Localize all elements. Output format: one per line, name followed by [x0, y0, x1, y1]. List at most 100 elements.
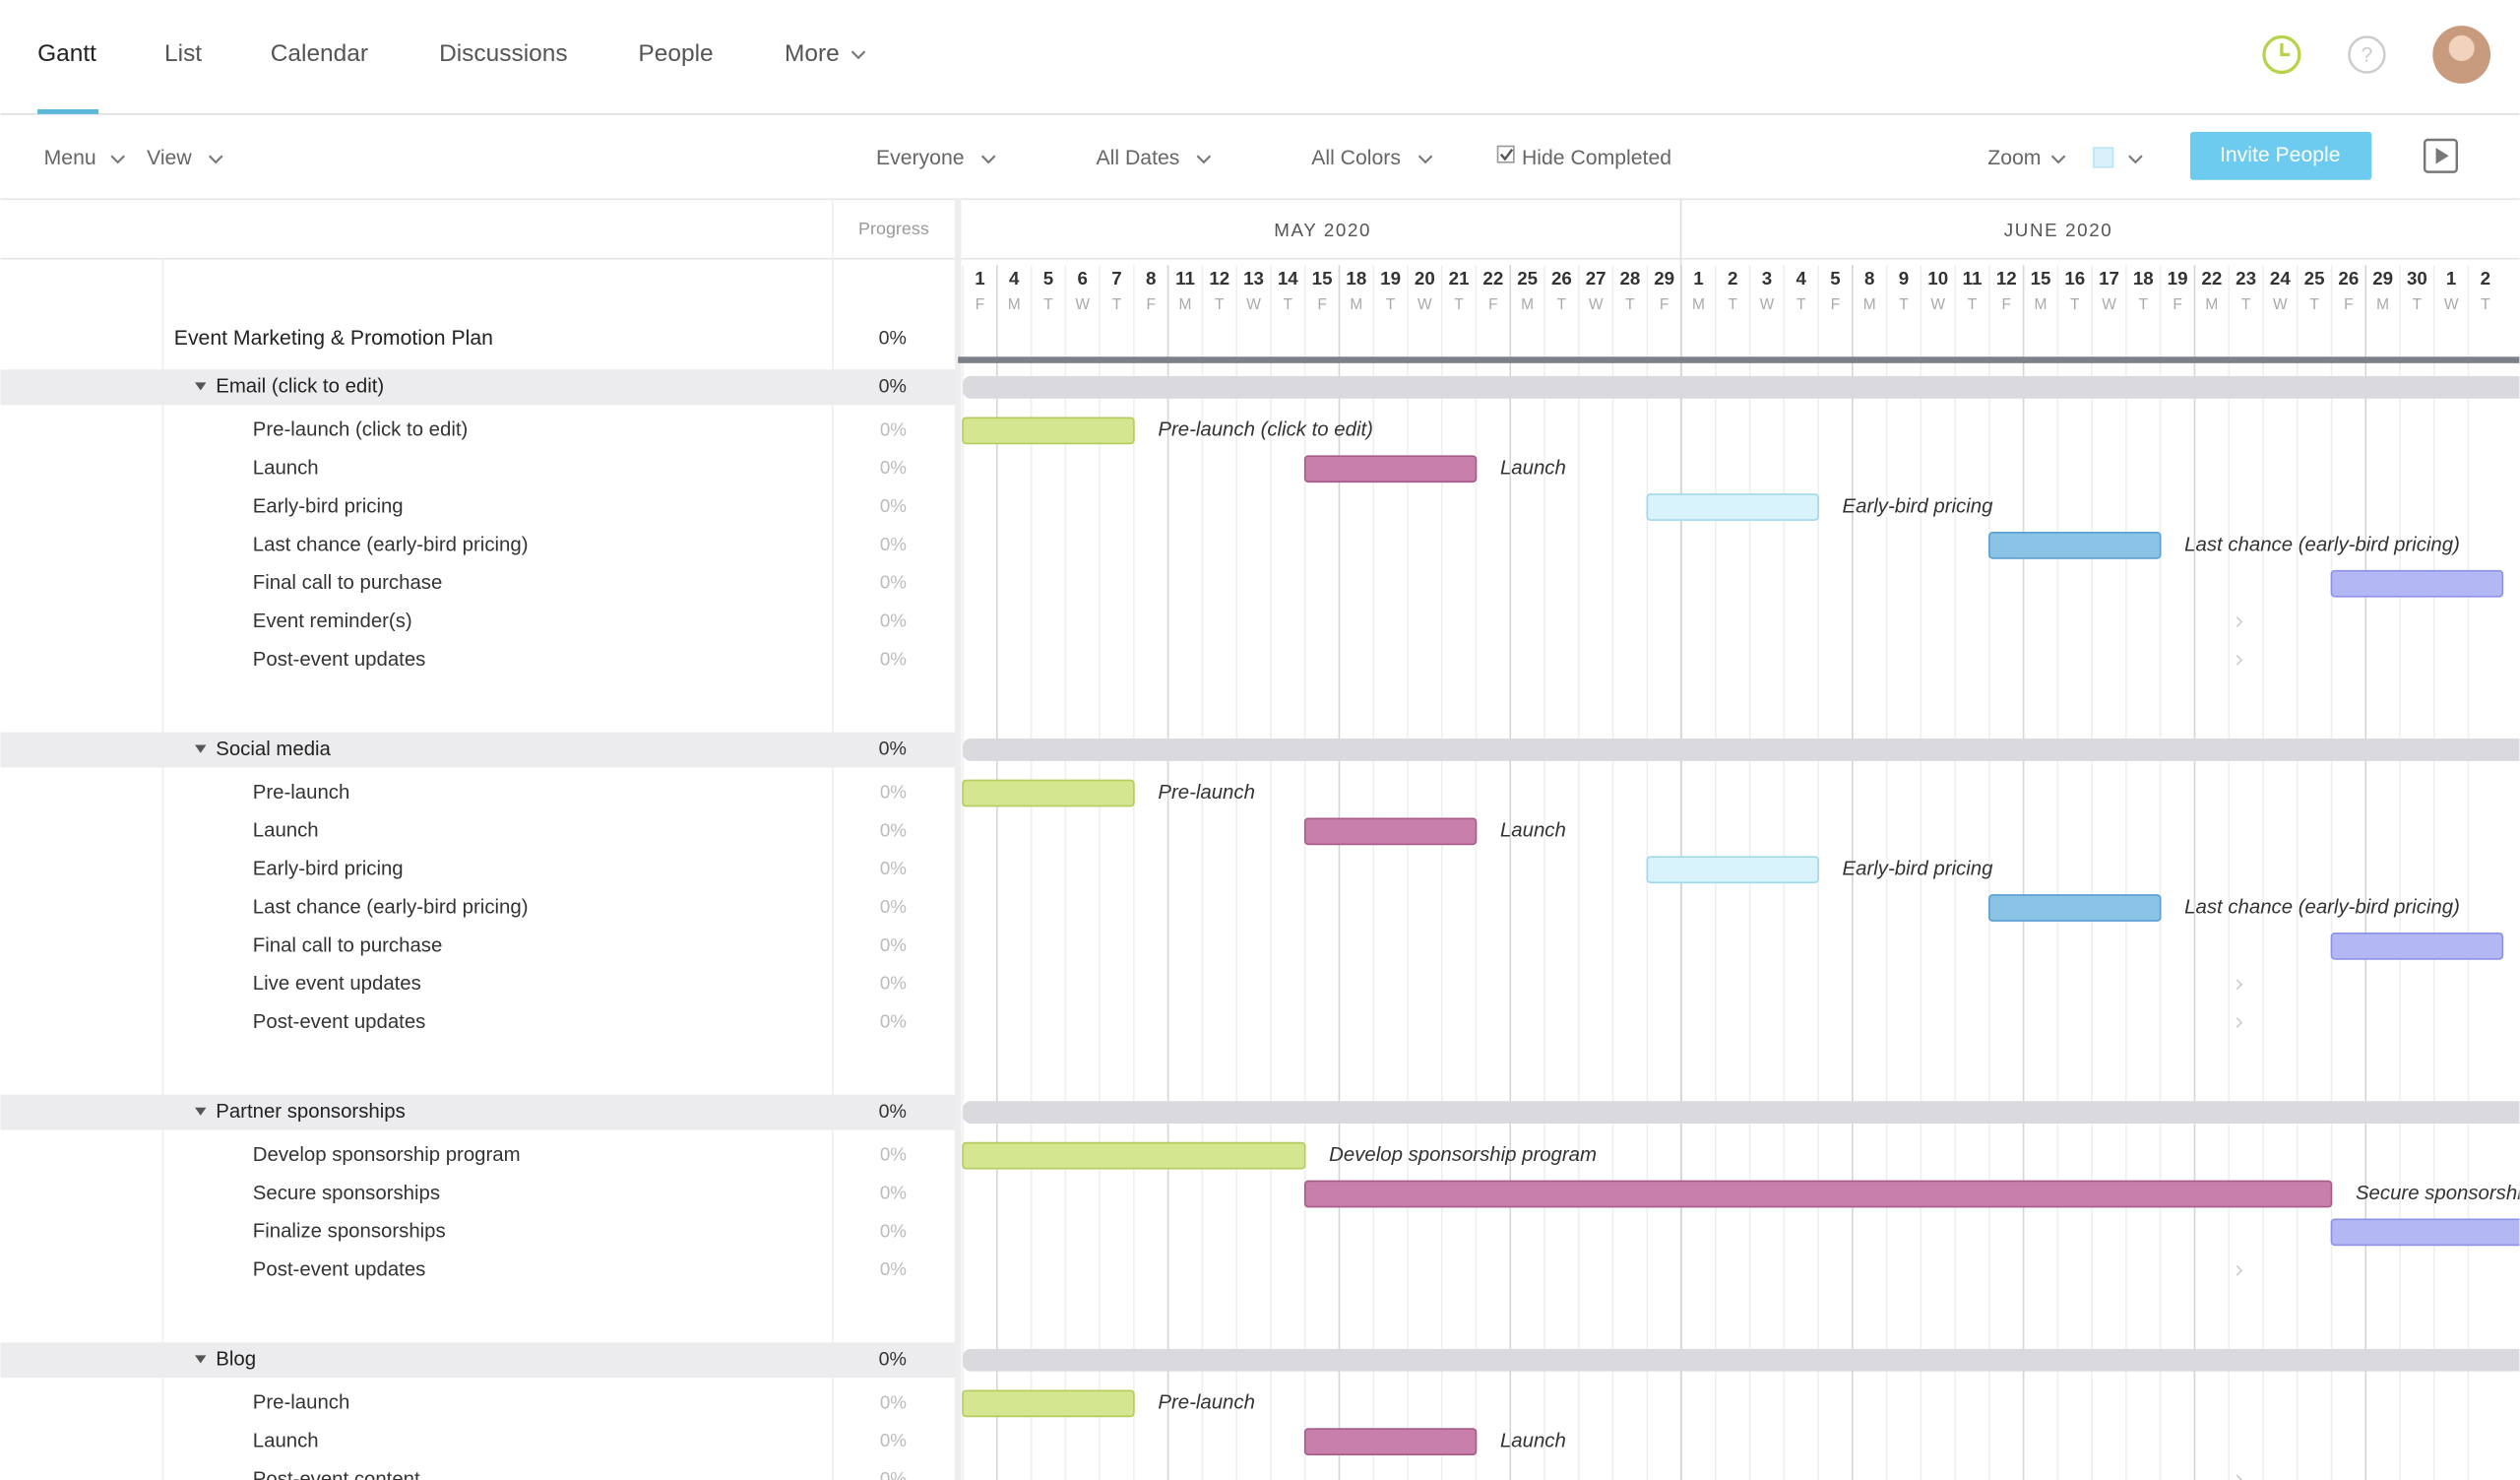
task-name[interactable]: Launch [253, 458, 319, 480]
group-bar [963, 1348, 2520, 1372]
task-name[interactable]: Pre-launch (click to edit) [253, 419, 469, 441]
task-bar-label: Last chance (early-bird pricing) [2184, 534, 2460, 555]
task-name[interactable]: Last chance (early-bird pricing) [253, 534, 529, 555]
toolbar-item[interactable]: Hide Completed [1522, 147, 1671, 169]
project-name[interactable]: Event Marketing & Promotion Plan [174, 327, 493, 350]
nav-tab[interactable]: Gantt [37, 40, 96, 67]
nav-tab[interactable]: More [785, 40, 840, 67]
task-bar-label: Last chance (early-bird pricing) [2184, 896, 2460, 918]
toolbar-item[interactable]: All Dates [1097, 147, 1180, 169]
day-number: 18 [1346, 268, 1366, 289]
toolbar-item[interactable]: View [147, 147, 192, 169]
weekday: W [2444, 296, 2459, 313]
group-progress: 0% [879, 375, 907, 397]
task-name[interactable]: Early-bird pricing [253, 495, 404, 517]
task-bar-label: Pre-launch [1158, 1392, 1255, 1414]
task-name[interactable]: Finalize sponsorships [253, 1221, 446, 1243]
collapse-toggle[interactable] [195, 1107, 207, 1116]
chevron [1196, 155, 1212, 164]
task-name[interactable]: Launch [253, 1431, 319, 1452]
day-number: 24 [2270, 268, 2291, 289]
task-progress: 0% [880, 1258, 907, 1279]
collapse-toggle[interactable] [195, 1355, 207, 1364]
group-name[interactable]: Partner sponsorships [216, 1101, 406, 1123]
nav-tab[interactable]: People [638, 40, 713, 67]
task-bar[interactable] [1646, 856, 1819, 884]
chevron [1418, 155, 1433, 164]
group-name[interactable]: Email (click to edit) [216, 376, 384, 398]
hide-completed-checkbox[interactable] [1496, 145, 1515, 163]
toolbar-item[interactable]: All Colors [1311, 147, 1401, 169]
invite-label[interactable]: Invite People [2220, 144, 2341, 166]
task-name[interactable]: Post-event updates [253, 1011, 426, 1033]
day-number: 2 [1728, 268, 1737, 289]
task-name[interactable]: Post-event updates [253, 649, 426, 671]
task-progress: 0% [880, 819, 907, 840]
task-bar[interactable] [962, 417, 1135, 445]
task-bar[interactable] [1303, 455, 1478, 483]
task-name[interactable]: Event reminder(s) [253, 611, 412, 632]
gantt-bars: Pre-launch (click to edit) Launch Early-bi… [958, 356, 2520, 1480]
task-bar[interactable] [962, 1141, 1306, 1170]
task-bar[interactable] [1303, 817, 1478, 846]
color-swatch[interactable] [2093, 147, 2114, 168]
group-name[interactable]: Social media [216, 739, 331, 760]
task-name[interactable]: Develop sponsorship program [253, 1144, 521, 1166]
task-bar[interactable] [962, 1389, 1135, 1418]
nav-tab[interactable]: List [164, 40, 202, 67]
help-icon[interactable] [2348, 35, 2386, 74]
group-row [0, 732, 955, 768]
presentation-icon[interactable] [2423, 138, 2459, 173]
rows: Event Marketing & Promotion Plan 0% Email … [0, 327, 955, 1480]
task-name[interactable]: Live event updates [253, 973, 421, 995]
task-bar[interactable] [1646, 493, 1819, 521]
panel-splitter[interactable] [954, 199, 962, 1480]
task-name[interactable]: Final call to purchase [253, 572, 443, 594]
task-name[interactable]: Pre-launch [253, 782, 350, 804]
help-glyph: ? [2361, 44, 2372, 67]
task-name[interactable]: Secure sponsorships [253, 1183, 440, 1204]
task-bar-label: Launch [1500, 458, 1566, 480]
task-bar[interactable] [1988, 532, 2162, 559]
day-number: 11 [1963, 268, 1983, 289]
progress-header: Progress [858, 219, 929, 238]
task-name[interactable]: Pre-launch [253, 1392, 350, 1414]
task-bar[interactable] [2330, 1218, 2520, 1247]
nav-tab[interactable]: Discussions [439, 40, 568, 67]
task-bar[interactable] [1303, 1180, 2333, 1208]
collapse-toggle[interactable] [195, 382, 207, 391]
weekday: M [2376, 296, 2389, 313]
weekday: T [1557, 296, 1567, 313]
task-bar[interactable] [962, 779, 1135, 807]
task-name[interactable]: Final call to purchase [253, 934, 443, 956]
task-bar[interactable] [2330, 569, 2504, 598]
task-name[interactable]: Post-event updates [253, 1259, 426, 1281]
collapse-toggle[interactable] [195, 744, 207, 753]
offscreen-indicator [2236, 654, 2243, 666]
time-icon[interactable] [2262, 34, 2301, 75]
weekday: M [1521, 296, 1534, 313]
day-number: 25 [1517, 268, 1538, 289]
nav-tab[interactable]: Calendar [271, 40, 368, 67]
invite-button[interactable] [2189, 131, 2372, 180]
task-bar[interactable] [1988, 894, 2162, 922]
toolbar-item[interactable]: Everyone [876, 147, 965, 169]
task-name[interactable]: Early-bird pricing [253, 859, 404, 880]
weekday: W [1418, 296, 1432, 313]
task-progress: 0% [880, 611, 907, 631]
day-number: 9 [1899, 268, 1909, 289]
weekday: T [2481, 296, 2490, 313]
group-name[interactable]: Blog [216, 1349, 256, 1371]
task-bar[interactable] [2330, 933, 2504, 960]
weekday: T [1454, 296, 1464, 313]
task-bar[interactable] [1303, 1428, 1478, 1456]
toolbar-item[interactable]: Zoom [1987, 147, 2041, 169]
chevron [208, 155, 223, 164]
task-name[interactable]: Launch [253, 820, 319, 842]
toolbar-item[interactable]: Menu [44, 147, 96, 169]
task-name[interactable]: Post-event content [253, 1468, 420, 1480]
day-number: 12 [1996, 268, 2017, 289]
weekday: W [1589, 296, 1604, 313]
weekday: M [1863, 296, 1876, 313]
task-name[interactable]: Last chance (early-bird pricing) [253, 896, 529, 918]
